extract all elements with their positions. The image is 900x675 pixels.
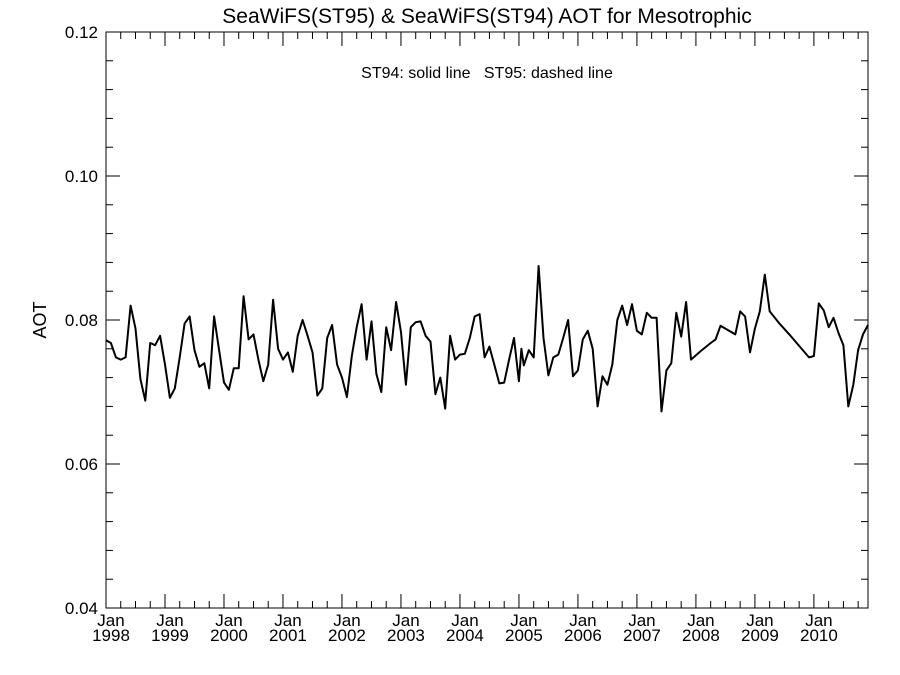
x-tick-label-year: 1998 (92, 626, 130, 645)
y-tick-label: 0.12 (65, 23, 98, 42)
x-tick-label-year: 2001 (269, 626, 307, 645)
x-tick-label-month: Jan (510, 611, 537, 630)
x-tick-label-month: Jan (274, 611, 301, 630)
x-tick-label-month: Jan (215, 611, 242, 630)
x-tick-label-month: Jan (451, 611, 478, 630)
x-tick-label-month: Jan (628, 611, 655, 630)
x-tick-label-year: 2006 (564, 626, 602, 645)
plot-frame (105, 31, 869, 609)
x-tick-label-year: 2007 (623, 626, 661, 645)
series-line-solid (105, 265, 869, 413)
x-tick-label-year: 2009 (741, 626, 779, 645)
x-tick-label-month: Jan (569, 611, 596, 630)
y-tick-label: 0.08 (65, 311, 98, 330)
x-tick-label-month: Jan (687, 611, 714, 630)
x-tick-label-year: 1999 (151, 626, 189, 645)
x-tick-label-year: 2000 (210, 626, 248, 645)
x-tick-label-year: 2008 (682, 626, 720, 645)
x-tick-label-month: Jan (333, 611, 360, 630)
x-tick-label-year: 2010 (800, 626, 838, 645)
y-tick-label: 0.10 (65, 167, 98, 186)
chart-title: SeaWiFS(ST95) & SeaWiFS(ST94) AOT for Me… (222, 5, 751, 28)
x-tick-label-year: 2002 (328, 626, 366, 645)
x-tick-label-month: Jan (156, 611, 183, 630)
x-tick-label-year: 2003 (387, 626, 425, 645)
series-layer (105, 265, 869, 413)
y-tick-label: 0.04 (65, 599, 98, 618)
axes-ticks: 0.040.060.080.100.12Jan1998Jan1999Jan200… (65, 23, 868, 645)
y-axis-label: AOT (30, 301, 50, 338)
x-tick-label-year: 2005 (505, 626, 543, 645)
x-tick-label-month: Jan (392, 611, 419, 630)
x-tick-label-month: Jan (746, 611, 773, 630)
x-tick-label-month: Jan (97, 611, 124, 630)
line-style-annotation: ST94: solid line ST95: dashed line (361, 65, 613, 82)
x-tick-label-year: 2004 (446, 626, 484, 645)
x-tick-label-month: Jan (805, 611, 832, 630)
y-tick-label: 0.06 (65, 455, 98, 474)
